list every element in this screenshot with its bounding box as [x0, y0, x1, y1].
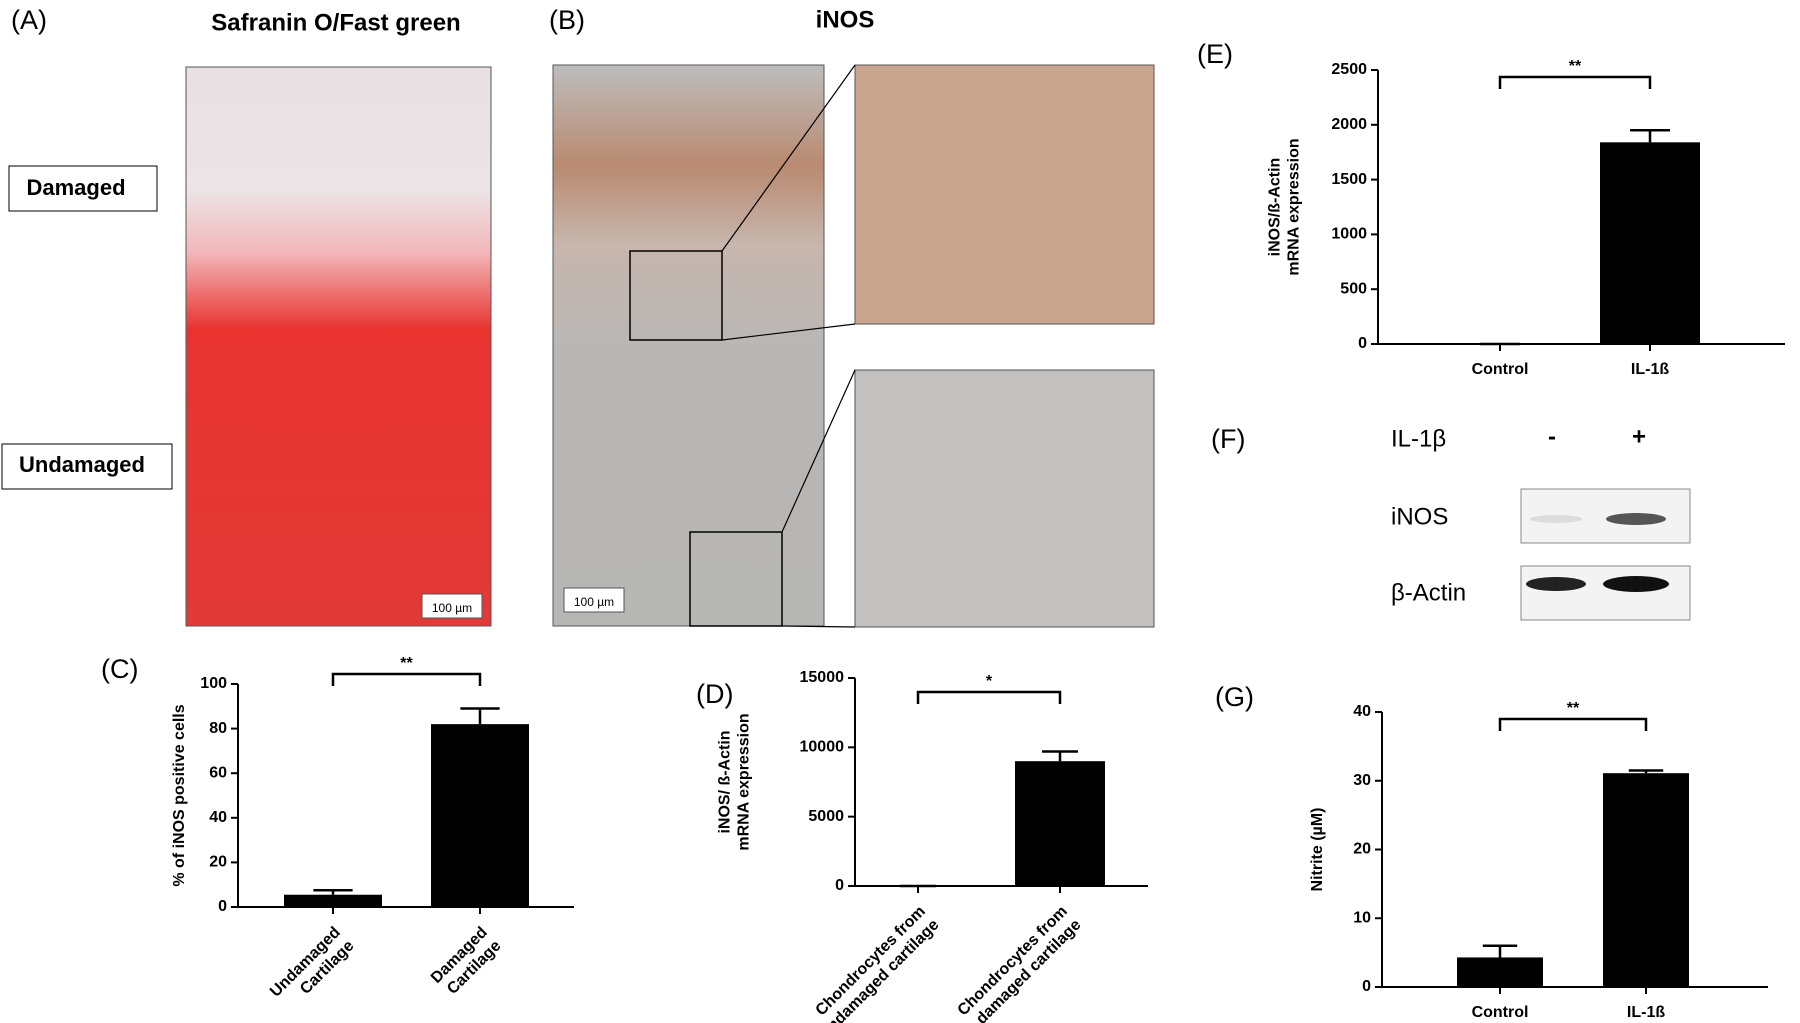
panel-labels: (A) (B) (C) (D) (E) (F) (G) — [11, 5, 1254, 712]
y-tick-label: 100 — [200, 675, 227, 692]
y-axis-label: iNOS/ß-Actin mRNA expression — [1267, 138, 1303, 275]
significance-bracket — [1498, 717, 1648, 731]
significance-bracket — [1498, 75, 1652, 89]
scale-bar-label: 100 µm — [574, 595, 614, 609]
x-tick-label: UndamagedCartilage — [267, 924, 357, 1014]
significance-bracket — [331, 672, 482, 686]
significance-label: * — [986, 673, 993, 690]
y-axis-label: % of iNOS positive cells — [171, 704, 188, 886]
band-label: β-Actin — [1391, 579, 1466, 606]
y-tick-label: 500 — [1340, 280, 1367, 297]
y-tick-label: 10000 — [800, 739, 845, 756]
panel-label: (E) — [1197, 39, 1233, 69]
bar — [1457, 957, 1543, 987]
lane-label: + — [1632, 423, 1646, 450]
micrographs: 100 µm 100 µm Damaged Undamaged Safranin… — [1, 6, 1155, 628]
y-tick-label: 15000 — [800, 669, 845, 686]
panel-label: (A) — [11, 5, 47, 35]
bar-chart: 0 5000 10000 15000 iNOS/ ß-Actin mRNA express… — [717, 669, 1148, 1023]
scale-bar-box — [563, 587, 625, 613]
zoom-lines — [721, 64, 856, 628]
treatment-label: IL-1β — [1391, 425, 1446, 452]
blot-band — [1530, 515, 1582, 523]
label-box — [8, 165, 158, 212]
panel-title: Safranin O/Fast green — [211, 9, 460, 36]
lane-label: - — [1548, 423, 1556, 450]
y-axis-label: Nitrite (µM) — [1309, 808, 1326, 892]
y-tick-label: 20 — [209, 854, 227, 871]
significance-label: ** — [1567, 700, 1580, 717]
label-box — [1, 443, 173, 490]
blot-strip — [1520, 565, 1691, 621]
scale-bar-box — [421, 593, 483, 619]
panel-title: iNOS — [816, 6, 875, 33]
x-tick-label: Chondrocytes fromundamaged cartilage — [804, 903, 943, 1023]
damaged-label: Damaged — [26, 175, 125, 200]
panel-label: (G) — [1215, 682, 1254, 712]
band-label: iNOS — [1391, 503, 1448, 530]
bar — [1603, 773, 1689, 987]
bar — [431, 724, 529, 907]
y-tick-label: 80 — [209, 720, 227, 737]
bar-chart: 0 10 20 30 40 Nitrite (µM) Control IL-1ß ** — [1309, 700, 1768, 1021]
y-tick-label: 0 — [1362, 978, 1371, 995]
y-tick-label: 2500 — [1331, 61, 1367, 78]
western-blot: IL-1β - + iNOS β-Actin — [1391, 423, 1691, 621]
x-tick-label: Control — [1472, 361, 1529, 378]
panel-label: (B) — [549, 5, 585, 35]
inset-bottom — [854, 369, 1155, 628]
x-tick-label: DamagedCartilage — [428, 924, 505, 1001]
x-tick-label: IL-1ß — [1631, 361, 1669, 378]
y-tick-label: 2000 — [1331, 116, 1367, 133]
safranin-image — [185, 66, 492, 627]
inos-image — [552, 64, 825, 627]
significance-label: ** — [1569, 58, 1582, 75]
y-tick-label: 10 — [1353, 909, 1371, 926]
x-tick-label: Chondrocytes fromdamaged cartilage — [955, 903, 1085, 1023]
y-tick-label: 1000 — [1331, 226, 1367, 243]
y-tick-label: 60 — [209, 764, 227, 781]
zoom-box — [629, 250, 723, 341]
y-axis-label: iNOS/ ß-Actin mRNA expression — [717, 713, 753, 850]
bar — [284, 894, 382, 907]
error-bar — [1042, 750, 1078, 762]
x-tick-label: Control — [1472, 1004, 1529, 1021]
significance-label: ** — [400, 655, 413, 672]
blot-band — [1526, 577, 1586, 591]
significance-bracket — [916, 690, 1062, 704]
x-tick-label: IL-1ß — [1627, 1004, 1665, 1021]
y-tick-label: 5000 — [808, 808, 844, 825]
error-bar — [1628, 769, 1664, 774]
error-bar — [1630, 129, 1670, 143]
scale-bar-label: 100 µm — [432, 601, 472, 615]
bar — [1600, 142, 1700, 344]
error-bar — [313, 889, 353, 895]
panel-label: (D) — [696, 679, 733, 709]
blot-band — [1606, 513, 1666, 525]
y-tick-label: 0 — [1358, 335, 1367, 352]
bar-chart: 0 500 1000 1500 2000 2500 iNOS/ß-Actin mRNA exp… — [1267, 58, 1785, 378]
panel-label: (F) — [1211, 424, 1245, 454]
bar — [1015, 761, 1105, 886]
y-tick-label: 40 — [1353, 703, 1371, 720]
undamaged-label: Undamaged — [19, 452, 145, 477]
inset-top — [854, 64, 1155, 325]
y-tick-label: 0 — [835, 877, 844, 894]
error-bar — [460, 707, 500, 725]
error-bar — [1482, 944, 1518, 958]
bar-chart: 0 20 40 60 80 100 % of iNOS positive cells Unda… — [171, 655, 574, 1014]
zoom-box — [689, 531, 783, 627]
y-tick-label: 40 — [209, 809, 227, 826]
panel-label: (C) — [101, 654, 138, 684]
blot-band — [1603, 576, 1669, 592]
y-tick-label: 20 — [1353, 841, 1371, 858]
y-tick-label: 1500 — [1331, 171, 1367, 188]
y-tick-label: 30 — [1353, 772, 1371, 789]
y-tick-label: 0 — [218, 898, 227, 915]
